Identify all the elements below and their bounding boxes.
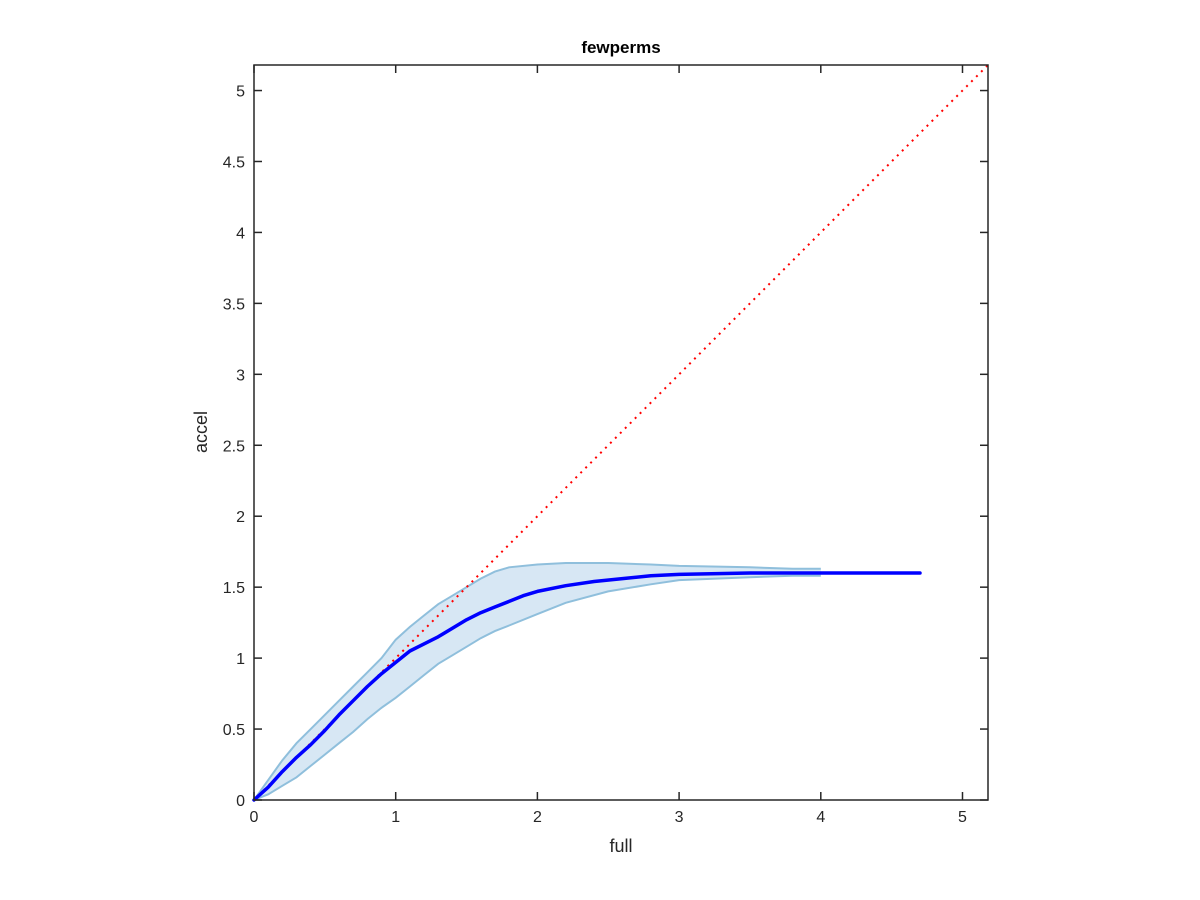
y-axis-label: accel: [191, 411, 211, 453]
y-tick-label: 2: [236, 509, 245, 526]
x-axis-label: full: [609, 836, 632, 856]
y-tick-label: 4.5: [223, 154, 245, 171]
identity-line: [253, 64, 989, 801]
y-tick-label: 3: [236, 367, 245, 384]
axes: 0 1 2 3 4 5 0 0.5 1 1.5 2 2.5 3 3.5 4 4.5 5: [223, 64, 989, 826]
y-tick-label: 2.5: [223, 438, 245, 455]
band-lower-edge: [253, 574, 821, 801]
chart-title: fewperms: [581, 38, 660, 57]
mean-line: [252, 571, 922, 802]
y-tick-label: 0.5: [223, 722, 245, 739]
x-tick-label: 5: [958, 809, 967, 826]
x-tick-label: 1: [391, 809, 400, 826]
x-tick-label: 0: [250, 809, 259, 826]
band-upper-edge: [253, 562, 821, 801]
x-tick-label: 2: [533, 809, 542, 826]
y-tick-label: 0: [236, 793, 245, 810]
x-tick-label: 3: [675, 809, 684, 826]
axes-box: [253, 64, 989, 801]
y-tick-label: 4: [236, 225, 245, 242]
y-tick-label: 1: [236, 651, 245, 668]
plot-area: [252, 64, 989, 802]
x-tick-label: 4: [816, 809, 825, 826]
y-tick-label: 5: [236, 84, 245, 101]
confidence-band: [254, 563, 821, 800]
y-tick-label: 3.5: [223, 296, 245, 313]
y-tick-label: 1.5: [223, 580, 245, 597]
